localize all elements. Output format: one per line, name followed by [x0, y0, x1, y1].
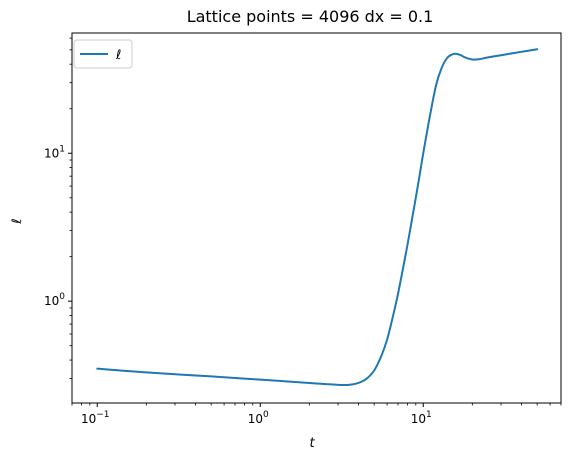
axis-ticks: 10−1 100 101 100 101: [44, 37, 562, 426]
plot-frame: [71, 32, 562, 404]
plot-area: [71, 32, 562, 404]
data-layer: [96, 48, 539, 387]
y-tick-label: 100: [44, 292, 65, 308]
x-tick-label: 10−1: [81, 410, 110, 426]
legend: ℓ: [73, 39, 133, 69]
plot-background: [72, 33, 561, 403]
x-tick-label: 101: [411, 410, 432, 426]
y-axis-label: ℓ: [10, 218, 25, 224]
legend-label-0: ℓ: [115, 48, 121, 63]
chart-title: Lattice points = 4096 dx = 0.1: [187, 7, 434, 26]
y-tick-label: 101: [44, 144, 65, 160]
x-tick-label: 100: [248, 410, 269, 426]
series-line-0: [96, 48, 539, 387]
x-axis-label: t: [309, 436, 315, 451]
